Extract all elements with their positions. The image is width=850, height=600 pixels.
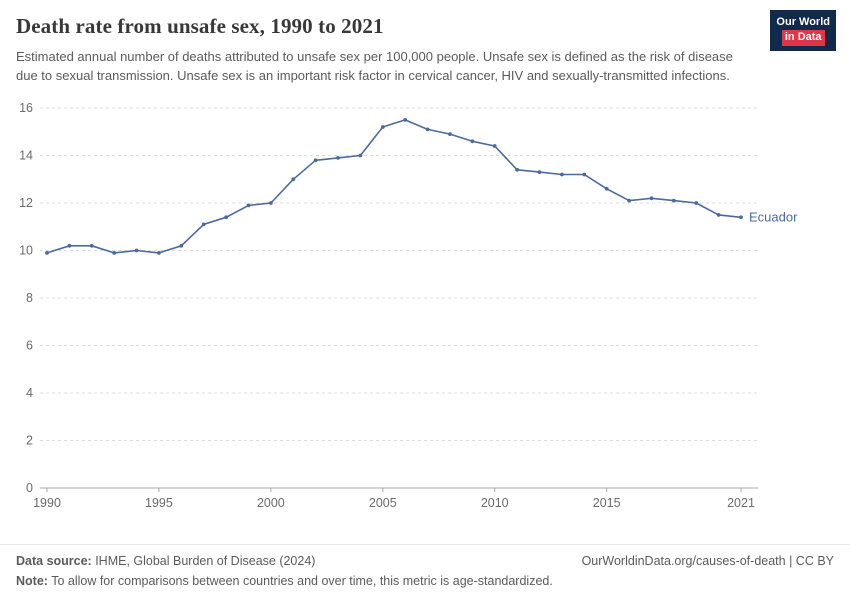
data-point-ecuador-2004[interactable]	[358, 153, 363, 158]
data-source: Data source: IHME, Global Burden of Dise…	[16, 554, 315, 568]
data-point-ecuador-2008[interactable]	[448, 131, 452, 136]
data-point-ecuador-1991[interactable]	[67, 243, 72, 248]
owid-logo[interactable]: Our World in Data	[770, 10, 836, 51]
y-tick-label: 6	[26, 338, 33, 352]
x-tick-label: 1990	[33, 496, 61, 510]
chart-subtitle: Estimated annual number of deaths attrib…	[16, 49, 733, 83]
data-point-ecuador-2012[interactable]	[537, 169, 542, 174]
line-chart-canvas[interactable]: 0 2 4 6 8 10 12 14 16 1990 1995 2000 2005 2010 2015 202…	[0, 92, 850, 517]
data-point-ecuador-1995[interactable]	[157, 250, 161, 255]
x-tick-label: 2005	[369, 496, 397, 510]
data-point-ecuador-2016[interactable]	[627, 198, 631, 203]
data-point-ecuador-1998[interactable]	[224, 215, 229, 219]
data-point-ecuador-1994[interactable]	[134, 248, 139, 253]
series-label-ecuador[interactable]: Ecuador	[749, 209, 798, 224]
data-point-ecuador-2013[interactable]	[560, 172, 564, 177]
data-point-ecuador-1996[interactable]	[179, 243, 184, 248]
data-point-ecuador-1999[interactable]	[246, 203, 251, 207]
footer: Data source: IHME, Global Burden of Dise…	[0, 544, 850, 600]
data-point-ecuador-2005[interactable]	[380, 124, 385, 129]
x-tick-label: 1995	[145, 496, 173, 510]
data-point-ecuador-1997[interactable]	[201, 222, 206, 226]
data-point-ecuador-2006[interactable]	[403, 117, 408, 122]
y-tick-label: 2	[26, 433, 33, 447]
x-tick-label: 2015	[593, 496, 621, 510]
data-point-ecuador-2003[interactable]	[336, 155, 340, 160]
data-point-ecuador-2021[interactable]	[739, 215, 743, 219]
x-tick-label: 2010	[481, 496, 509, 510]
footer-note: Note: To allow for comparisons between c…	[16, 574, 834, 588]
y-tick-label: 8	[26, 291, 33, 305]
footer-url-link[interactable]: OurWorldinData.org/causes-of-death | CC …	[581, 554, 834, 568]
y-tick-label: 16	[19, 101, 33, 115]
data-point-ecuador-2000[interactable]	[269, 200, 273, 205]
y-tick-label: 12	[19, 196, 33, 210]
data-point-ecuador-2017[interactable]	[649, 196, 654, 200]
data-source-label: Data source:	[16, 554, 92, 568]
y-tick-label: 14	[19, 148, 33, 162]
chart-area[interactable]: 0 2 4 6 8 10 12 14 16 1990 1995 2000 2005 2010 2015 202…	[0, 92, 850, 522]
footer-note-label: Note:	[16, 574, 48, 588]
data-point-ecuador-2015[interactable]	[604, 186, 609, 191]
data-point-ecuador-1992[interactable]	[89, 243, 94, 248]
x-tick-label: 2021	[727, 496, 755, 510]
x-tick-label: 2000	[257, 496, 285, 510]
data-point-ecuador-2001[interactable]	[291, 177, 296, 181]
series-line-ecuador[interactable]	[46, 118, 742, 254]
owid-logo-line1: Our World	[776, 16, 830, 28]
data-point-ecuador-2002[interactable]	[313, 158, 318, 162]
chart-title: Death rate from unsafe sex, 1990 to 2021	[16, 14, 384, 38]
data-source-text: IHME, Global Burden of Disease (2024)	[91, 554, 316, 568]
data-point-ecuador-2014[interactable]	[582, 172, 587, 177]
owid-logo-line2: in Data	[781, 30, 825, 46]
y-tick-label: 4	[26, 386, 33, 400]
data-point-ecuador-2010[interactable]	[492, 143, 497, 148]
footer-note-text: To allow for comparisons between countri…	[47, 574, 553, 588]
data-point-ecuador-2018[interactable]	[671, 198, 676, 203]
data-point-ecuador-2007[interactable]	[425, 127, 430, 131]
data-point-ecuador-2020[interactable]	[716, 212, 721, 217]
data-point-ecuador-2011[interactable]	[515, 167, 519, 172]
data-point-ecuador-1993[interactable]	[112, 250, 117, 255]
chart-header: Death rate from unsafe sex, 1990 to 2021…	[0, 0, 850, 86]
y-tick-label: 0	[26, 481, 33, 495]
data-point-ecuador-2019[interactable]	[694, 200, 699, 205]
data-point-ecuador-1990[interactable]	[45, 250, 49, 255]
data-point-ecuador-2009[interactable]	[470, 139, 475, 143]
y-tick-label: 10	[19, 243, 33, 257]
